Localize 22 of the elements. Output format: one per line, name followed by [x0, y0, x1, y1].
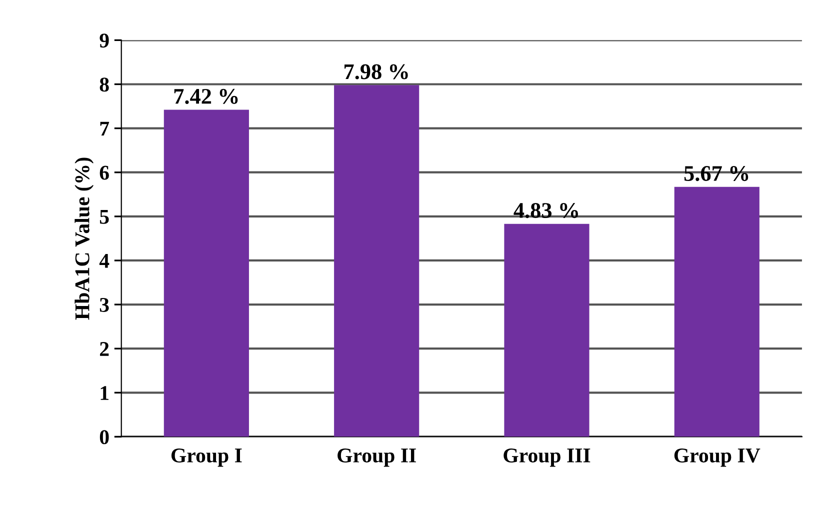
data-label: 7.42 %: [174, 88, 238, 104]
data-label: 7.98 %: [344, 64, 408, 80]
x-tick-label: Group I: [171, 448, 242, 467]
y-tick-label: 7: [100, 122, 110, 136]
y-tick-label: 9: [100, 34, 109, 48]
bar: [334, 85, 420, 437]
bar: [504, 224, 590, 437]
y-tick-label: 6: [100, 166, 109, 180]
y-tick-label: 5: [100, 210, 109, 224]
y-tick-label: 8: [100, 78, 109, 92]
y-tick-label: 1: [100, 386, 108, 400]
x-tick-label: Group III: [504, 448, 590, 467]
x-tick-label: Group IV: [674, 448, 760, 467]
data-label: 4.83 %: [514, 203, 578, 218]
y-tick-label: 0: [100, 430, 109, 444]
y-tick-label: 4: [99, 254, 110, 268]
bar: [674, 186, 760, 437]
y-axis-title: HbA1C Value (%): [74, 158, 94, 320]
bar: [164, 110, 249, 437]
y-tick-label: 2: [100, 342, 109, 356]
y-tick-label: 3: [100, 298, 109, 312]
x-tick-label: Group II: [338, 448, 416, 467]
